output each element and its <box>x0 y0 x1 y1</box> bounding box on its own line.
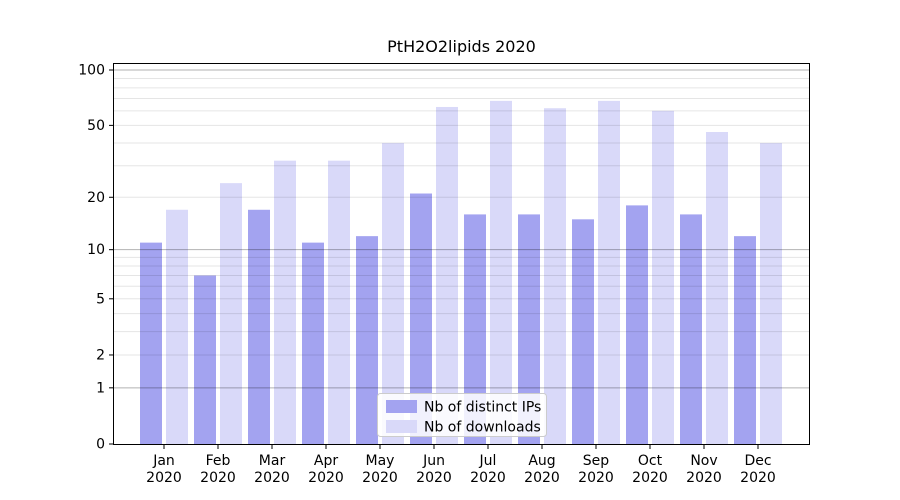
x-tick-label-jul: Jul <box>479 453 497 469</box>
x-axis: Jan2020Feb2020Mar2020Apr2020May2020Jun20… <box>146 445 776 486</box>
bar-distinct-ips-apr <box>302 242 324 444</box>
x-tick-year-dec: 2020 <box>740 470 776 486</box>
x-tick-year-apr: 2020 <box>308 470 344 486</box>
x-tick-label-aug: Aug <box>528 453 555 469</box>
x-tick-label-sep: Sep <box>583 453 610 469</box>
plot-border <box>113 63 810 445</box>
x-tick-label-apr: Apr <box>314 453 338 469</box>
bar-downloads-sep <box>598 100 620 445</box>
bar-downloads-mar <box>274 160 296 444</box>
bar-downloads-apr <box>328 160 350 444</box>
bar-distinct-ips-dec <box>734 236 756 444</box>
legend-box <box>377 393 547 437</box>
x-tick-year-may: 2020 <box>362 470 398 486</box>
y-tick-label-10: 10 <box>87 242 105 258</box>
grid-layer <box>113 69 810 389</box>
y-tick-label-0: 0 <box>96 437 105 453</box>
bar-distinct-ips-feb <box>194 275 216 444</box>
x-tick-year-jul: 2020 <box>470 470 506 486</box>
y-tick-label-1: 1 <box>96 380 105 396</box>
bars-layer <box>140 100 782 445</box>
bar-downloads-oct <box>652 110 674 444</box>
legend-label-distinct-ips: Nb of distinct IPs <box>424 400 541 416</box>
bar-distinct-ips-jun <box>410 193 432 444</box>
x-tick-year-jan: 2020 <box>146 470 182 486</box>
x-tick-year-oct: 2020 <box>632 470 668 486</box>
bar-downloads-jul <box>490 100 512 445</box>
bar-downloads-jun <box>436 106 458 444</box>
x-tick-label-oct: Oct <box>638 453 663 469</box>
x-tick-year-jun: 2020 <box>416 470 452 486</box>
x-tick-label-mar: Mar <box>259 453 286 469</box>
x-tick-year-feb: 2020 <box>200 470 236 486</box>
bar-distinct-ips-may <box>356 236 378 444</box>
bar-downloads-dec <box>760 143 782 444</box>
bar-downloads-aug <box>544 108 566 444</box>
bar-distinct-ips-sep <box>572 219 594 444</box>
x-tick-label-jun: Jun <box>422 453 445 469</box>
bar-distinct-ips-jul <box>464 214 486 444</box>
y-tick-label-50: 50 <box>87 118 105 134</box>
x-tick-year-aug: 2020 <box>524 470 560 486</box>
x-tick-label-may: May <box>366 453 395 469</box>
legend: Nb of distinct IPs Nb of downloads <box>377 393 547 437</box>
legend-swatch-distinct-ips <box>386 400 417 413</box>
x-tick-year-nov: 2020 <box>686 470 722 486</box>
bar-downloads-nov <box>706 131 728 444</box>
legend-swatch-downloads <box>386 420 417 433</box>
x-tick-label-feb: Feb <box>206 453 231 469</box>
y-tick-label-5: 5 <box>96 291 105 307</box>
y-tick-label-20: 20 <box>87 190 105 206</box>
y-tick-label-2: 2 <box>96 347 105 363</box>
bar-distinct-ips-mar <box>248 209 270 444</box>
bar-downloads-jan <box>166 209 188 444</box>
y-axis: 0 1 2 5 10 20 50 100 <box>78 63 113 453</box>
bar-distinct-ips-nov <box>680 214 702 444</box>
x-tick-label-jan: Jan <box>152 453 175 469</box>
bar-distinct-ips-jan <box>140 242 162 444</box>
legend-label-downloads: Nb of downloads <box>424 420 541 436</box>
bar-distinct-ips-aug <box>518 214 540 444</box>
x-tick-year-sep: 2020 <box>578 470 614 486</box>
chart-title: PtH2O2lipids 2020 <box>387 37 536 56</box>
y-tick-label-100: 100 <box>78 63 105 79</box>
x-tick-label-dec: Dec <box>744 453 771 469</box>
x-tick-label-nov: Nov <box>690 453 717 469</box>
bar-downloads-feb <box>220 183 242 444</box>
bar-downloads-may <box>382 143 404 444</box>
bar-distinct-ips-oct <box>626 205 648 444</box>
x-tick-year-mar: 2020 <box>254 470 290 486</box>
